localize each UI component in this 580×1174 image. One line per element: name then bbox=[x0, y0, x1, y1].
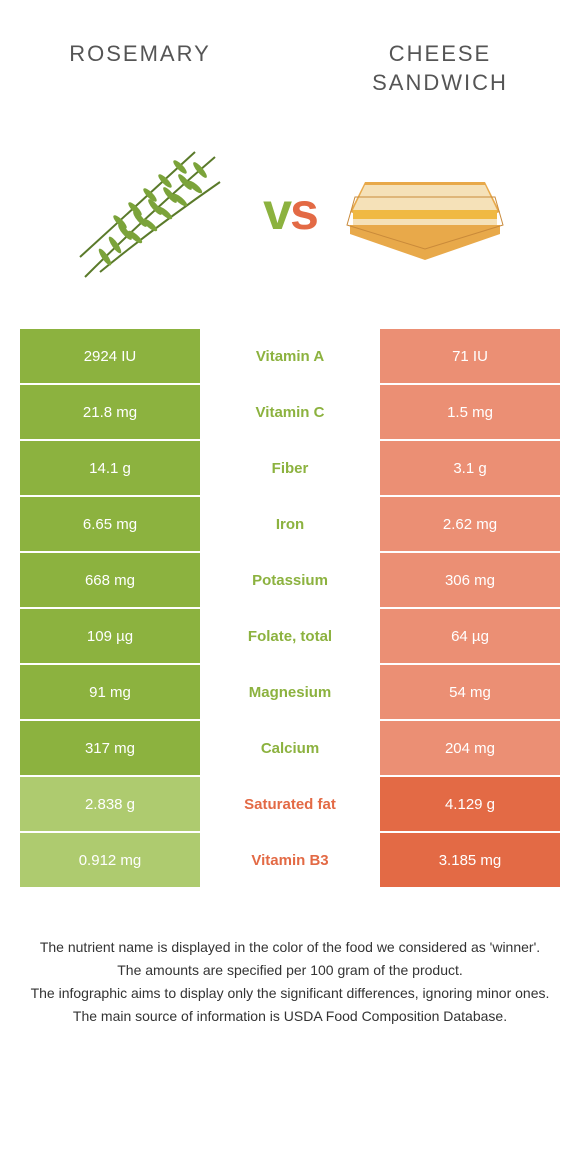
table-row: 109 µgFolate, total64 µg bbox=[20, 607, 560, 663]
left-value: 14.1 g bbox=[20, 441, 200, 495]
left-value: 317 mg bbox=[20, 721, 200, 775]
right-value: 204 mg bbox=[380, 721, 560, 775]
right-value: 3.1 g bbox=[380, 441, 560, 495]
sandwich-image bbox=[335, 137, 515, 287]
table-row: 14.1 gFiber3.1 g bbox=[20, 439, 560, 495]
footnote-line: The main source of information is USDA F… bbox=[30, 1006, 550, 1027]
right-food-title: Cheese sandwich bbox=[340, 40, 540, 97]
left-value: 91 mg bbox=[20, 665, 200, 719]
table-row: 2.838 gSaturated fat4.129 g bbox=[20, 775, 560, 831]
table-row: 668 mgPotassium306 mg bbox=[20, 551, 560, 607]
right-value: 4.129 g bbox=[380, 777, 560, 831]
vs-s: s bbox=[290, 183, 317, 241]
vs-label: vs bbox=[263, 182, 317, 242]
nutrient-name: Vitamin B3 bbox=[200, 833, 380, 887]
left-value: 0.912 mg bbox=[20, 833, 200, 887]
footnote-line: The infographic aims to display only the… bbox=[30, 983, 550, 1004]
nutrient-name: Calcium bbox=[200, 721, 380, 775]
table-row: 317 mgCalcium204 mg bbox=[20, 719, 560, 775]
right-value: 306 mg bbox=[380, 553, 560, 607]
table-row: 21.8 mgVitamin C1.5 mg bbox=[20, 383, 560, 439]
rosemary-image bbox=[65, 137, 245, 287]
nutrient-name: Vitamin C bbox=[200, 385, 380, 439]
left-food-title: Rosemary bbox=[40, 40, 240, 97]
left-value: 109 µg bbox=[20, 609, 200, 663]
left-value: 2.838 g bbox=[20, 777, 200, 831]
nutrient-name: Fiber bbox=[200, 441, 380, 495]
nutrient-name: Potassium bbox=[200, 553, 380, 607]
footnote-line: The nutrient name is displayed in the co… bbox=[30, 937, 550, 958]
footnote-line: The amounts are specified per 100 gram o… bbox=[30, 960, 550, 981]
table-row: 91 mgMagnesium54 mg bbox=[20, 663, 560, 719]
table-row: 6.65 mgIron2.62 mg bbox=[20, 495, 560, 551]
right-value: 71 IU bbox=[380, 329, 560, 383]
right-value: 1.5 mg bbox=[380, 385, 560, 439]
vs-v: v bbox=[263, 183, 290, 241]
right-value: 64 µg bbox=[380, 609, 560, 663]
table-row: 0.912 mgVitamin B33.185 mg bbox=[20, 831, 560, 887]
left-value: 21.8 mg bbox=[20, 385, 200, 439]
nutrient-name: Magnesium bbox=[200, 665, 380, 719]
table-row: 2924 IUVitamin A71 IU bbox=[20, 327, 560, 383]
left-value: 668 mg bbox=[20, 553, 200, 607]
right-value: 54 mg bbox=[380, 665, 560, 719]
right-value: 2.62 mg bbox=[380, 497, 560, 551]
nutrient-table: 2924 IUVitamin A71 IU21.8 mgVitamin C1.5… bbox=[20, 327, 560, 887]
footnotes: The nutrient name is displayed in the co… bbox=[0, 887, 580, 1027]
left-value: 6.65 mg bbox=[20, 497, 200, 551]
nutrient-name: Iron bbox=[200, 497, 380, 551]
left-value: 2924 IU bbox=[20, 329, 200, 383]
nutrient-name: Saturated fat bbox=[200, 777, 380, 831]
images-row: vs bbox=[0, 107, 580, 327]
nutrient-name: Folate, total bbox=[200, 609, 380, 663]
header: Rosemary Cheese sandwich bbox=[0, 0, 580, 107]
nutrient-name: Vitamin A bbox=[200, 329, 380, 383]
right-value: 3.185 mg bbox=[380, 833, 560, 887]
